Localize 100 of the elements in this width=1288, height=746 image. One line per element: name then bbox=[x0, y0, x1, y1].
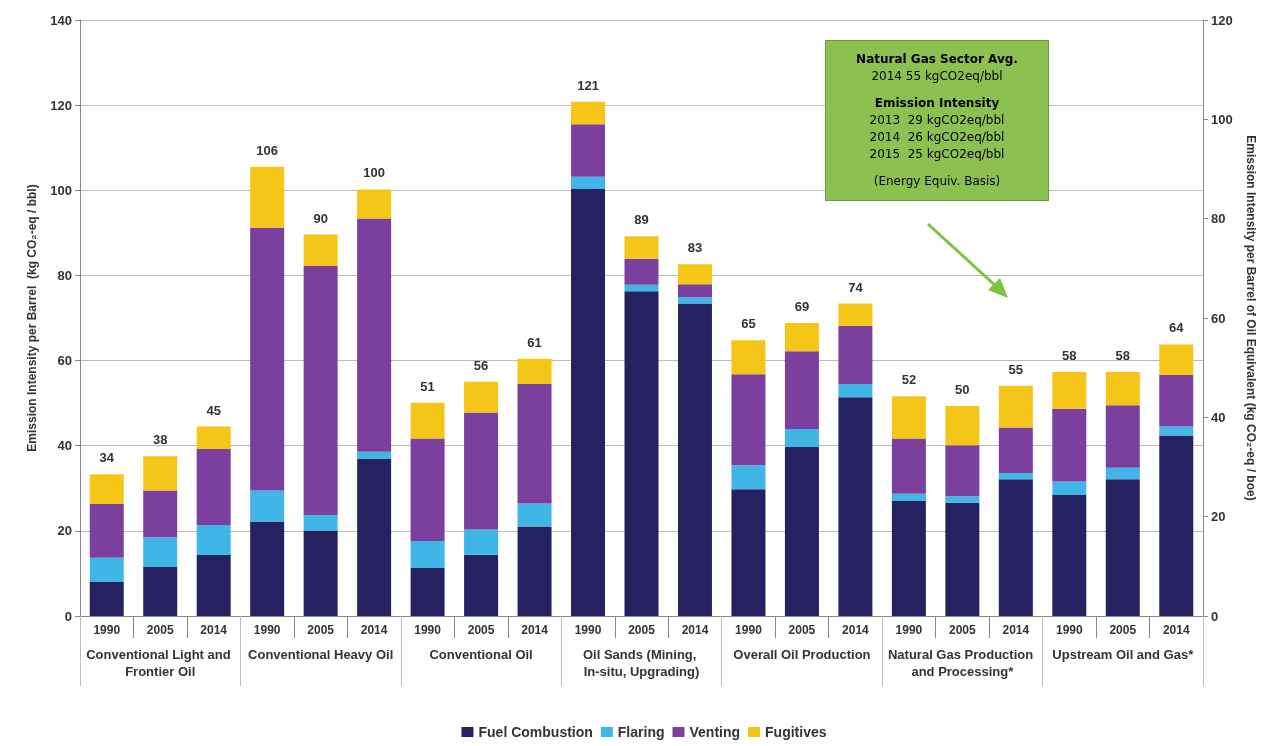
y2-tick-label: 60 bbox=[1211, 310, 1226, 326]
legend-label: Fuel Combustion bbox=[478, 724, 593, 740]
bar bbox=[196, 555, 231, 616]
x-tick-label: 2014 bbox=[360, 623, 388, 637]
text: Conventional Light and Frontier Oil bbox=[86, 647, 235, 679]
total-label: 106 bbox=[256, 142, 279, 158]
total-label: 65 bbox=[741, 316, 756, 332]
bar bbox=[838, 383, 873, 398]
bar bbox=[1052, 408, 1087, 482]
bar bbox=[945, 502, 980, 616]
total-label: 58 bbox=[1062, 348, 1077, 364]
bar bbox=[250, 166, 285, 228]
total-label: 121 bbox=[577, 77, 599, 93]
bar bbox=[1052, 481, 1087, 496]
bar bbox=[677, 284, 712, 298]
legend-label: Venting bbox=[689, 724, 741, 740]
bar bbox=[89, 474, 124, 505]
x-tick-label: 2005 bbox=[949, 623, 977, 637]
bar bbox=[784, 429, 819, 447]
y-tick-label: 120 bbox=[50, 97, 72, 113]
bar bbox=[945, 445, 980, 497]
bar bbox=[196, 449, 231, 525]
legend-label: Fugitives bbox=[765, 724, 827, 740]
x-tick-label: 1990 bbox=[735, 623, 763, 637]
bar bbox=[464, 529, 499, 555]
bar bbox=[731, 374, 766, 466]
bar bbox=[571, 189, 606, 616]
bar bbox=[517, 526, 552, 616]
annotation: 2013 29 kgCO2eq/bbl bbox=[868, 112, 1006, 129]
bar bbox=[410, 402, 445, 439]
bar bbox=[891, 501, 926, 616]
x-tick-label: 1990 bbox=[1055, 623, 1083, 637]
x-tick-label: 2014 bbox=[842, 623, 870, 637]
bar bbox=[143, 567, 178, 616]
bar bbox=[357, 458, 392, 616]
total-label: 38 bbox=[152, 432, 168, 448]
bar bbox=[517, 358, 552, 384]
bar bbox=[303, 234, 338, 267]
bar bbox=[196, 426, 231, 450]
x-tick-label: 2005 bbox=[146, 623, 174, 637]
y2-tick-label: 0 bbox=[1211, 608, 1219, 624]
y-tick-label: 20 bbox=[57, 523, 72, 539]
bar bbox=[624, 236, 659, 259]
y-tick-label: 140 bbox=[50, 12, 72, 28]
annotation: 2015 25 kgCO2eq/bbl bbox=[868, 146, 1006, 163]
y-tick-label: 40 bbox=[57, 438, 72, 454]
bar bbox=[357, 451, 392, 459]
bar bbox=[571, 176, 606, 190]
bar bbox=[784, 446, 819, 616]
y2-axis-title: Emission Intensity per Barrel of Oil Equivalent (kg CO₂-eq / boe) bbox=[1244, 135, 1258, 501]
bar bbox=[1105, 405, 1140, 468]
bar bbox=[998, 385, 1033, 428]
x-tick-label: 2005 bbox=[467, 623, 495, 637]
bar bbox=[89, 581, 124, 616]
bar bbox=[891, 438, 926, 494]
bar bbox=[677, 264, 712, 285]
x-tick-label: 2014 bbox=[681, 623, 709, 637]
bar bbox=[89, 557, 124, 582]
bar bbox=[784, 323, 819, 352]
total-label: 56 bbox=[473, 357, 489, 373]
bar bbox=[998, 479, 1033, 616]
y-tick-label: 100 bbox=[50, 182, 72, 198]
bar bbox=[945, 496, 980, 503]
total-label: 58 bbox=[1115, 348, 1131, 364]
annotation: Natural Gas Sector Avg. bbox=[855, 51, 1019, 68]
total-label: 90 bbox=[313, 210, 328, 226]
bar bbox=[1105, 372, 1140, 406]
bar bbox=[891, 493, 926, 502]
bar bbox=[143, 456, 178, 491]
bar bbox=[838, 303, 873, 326]
bar bbox=[731, 465, 766, 490]
bar bbox=[303, 515, 338, 531]
bar bbox=[303, 266, 338, 516]
x-tick-label: 1990 bbox=[414, 623, 442, 637]
y-tick-label: 80 bbox=[57, 267, 72, 283]
bar bbox=[624, 284, 659, 292]
bar bbox=[517, 383, 552, 504]
bar bbox=[357, 218, 392, 452]
annotation: Emission Intensity bbox=[873, 95, 1001, 112]
bar bbox=[410, 541, 445, 568]
bar bbox=[143, 537, 178, 568]
bar bbox=[517, 503, 552, 527]
bar bbox=[677, 297, 712, 304]
bar bbox=[1105, 479, 1140, 616]
bar bbox=[945, 406, 980, 446]
bar bbox=[571, 124, 606, 177]
bar bbox=[357, 189, 392, 219]
y2-tick-label: 20 bbox=[1211, 509, 1226, 525]
text: Conventional Oil bbox=[429, 647, 533, 662]
text: Oil Sands (Mining, In-situ, Upgrading) bbox=[583, 647, 700, 679]
bar bbox=[571, 101, 606, 125]
text: Natural Gas Production and Processing* bbox=[887, 647, 1037, 679]
bar bbox=[250, 521, 285, 616]
legend-label: Flaring bbox=[617, 724, 665, 740]
bar bbox=[677, 303, 712, 616]
bar bbox=[303, 530, 338, 616]
x-tick-label: 1990 bbox=[895, 623, 923, 637]
bar bbox=[624, 291, 659, 616]
annotation: (Energy Equiv. Basis) bbox=[872, 173, 1002, 190]
bar bbox=[1105, 467, 1140, 480]
